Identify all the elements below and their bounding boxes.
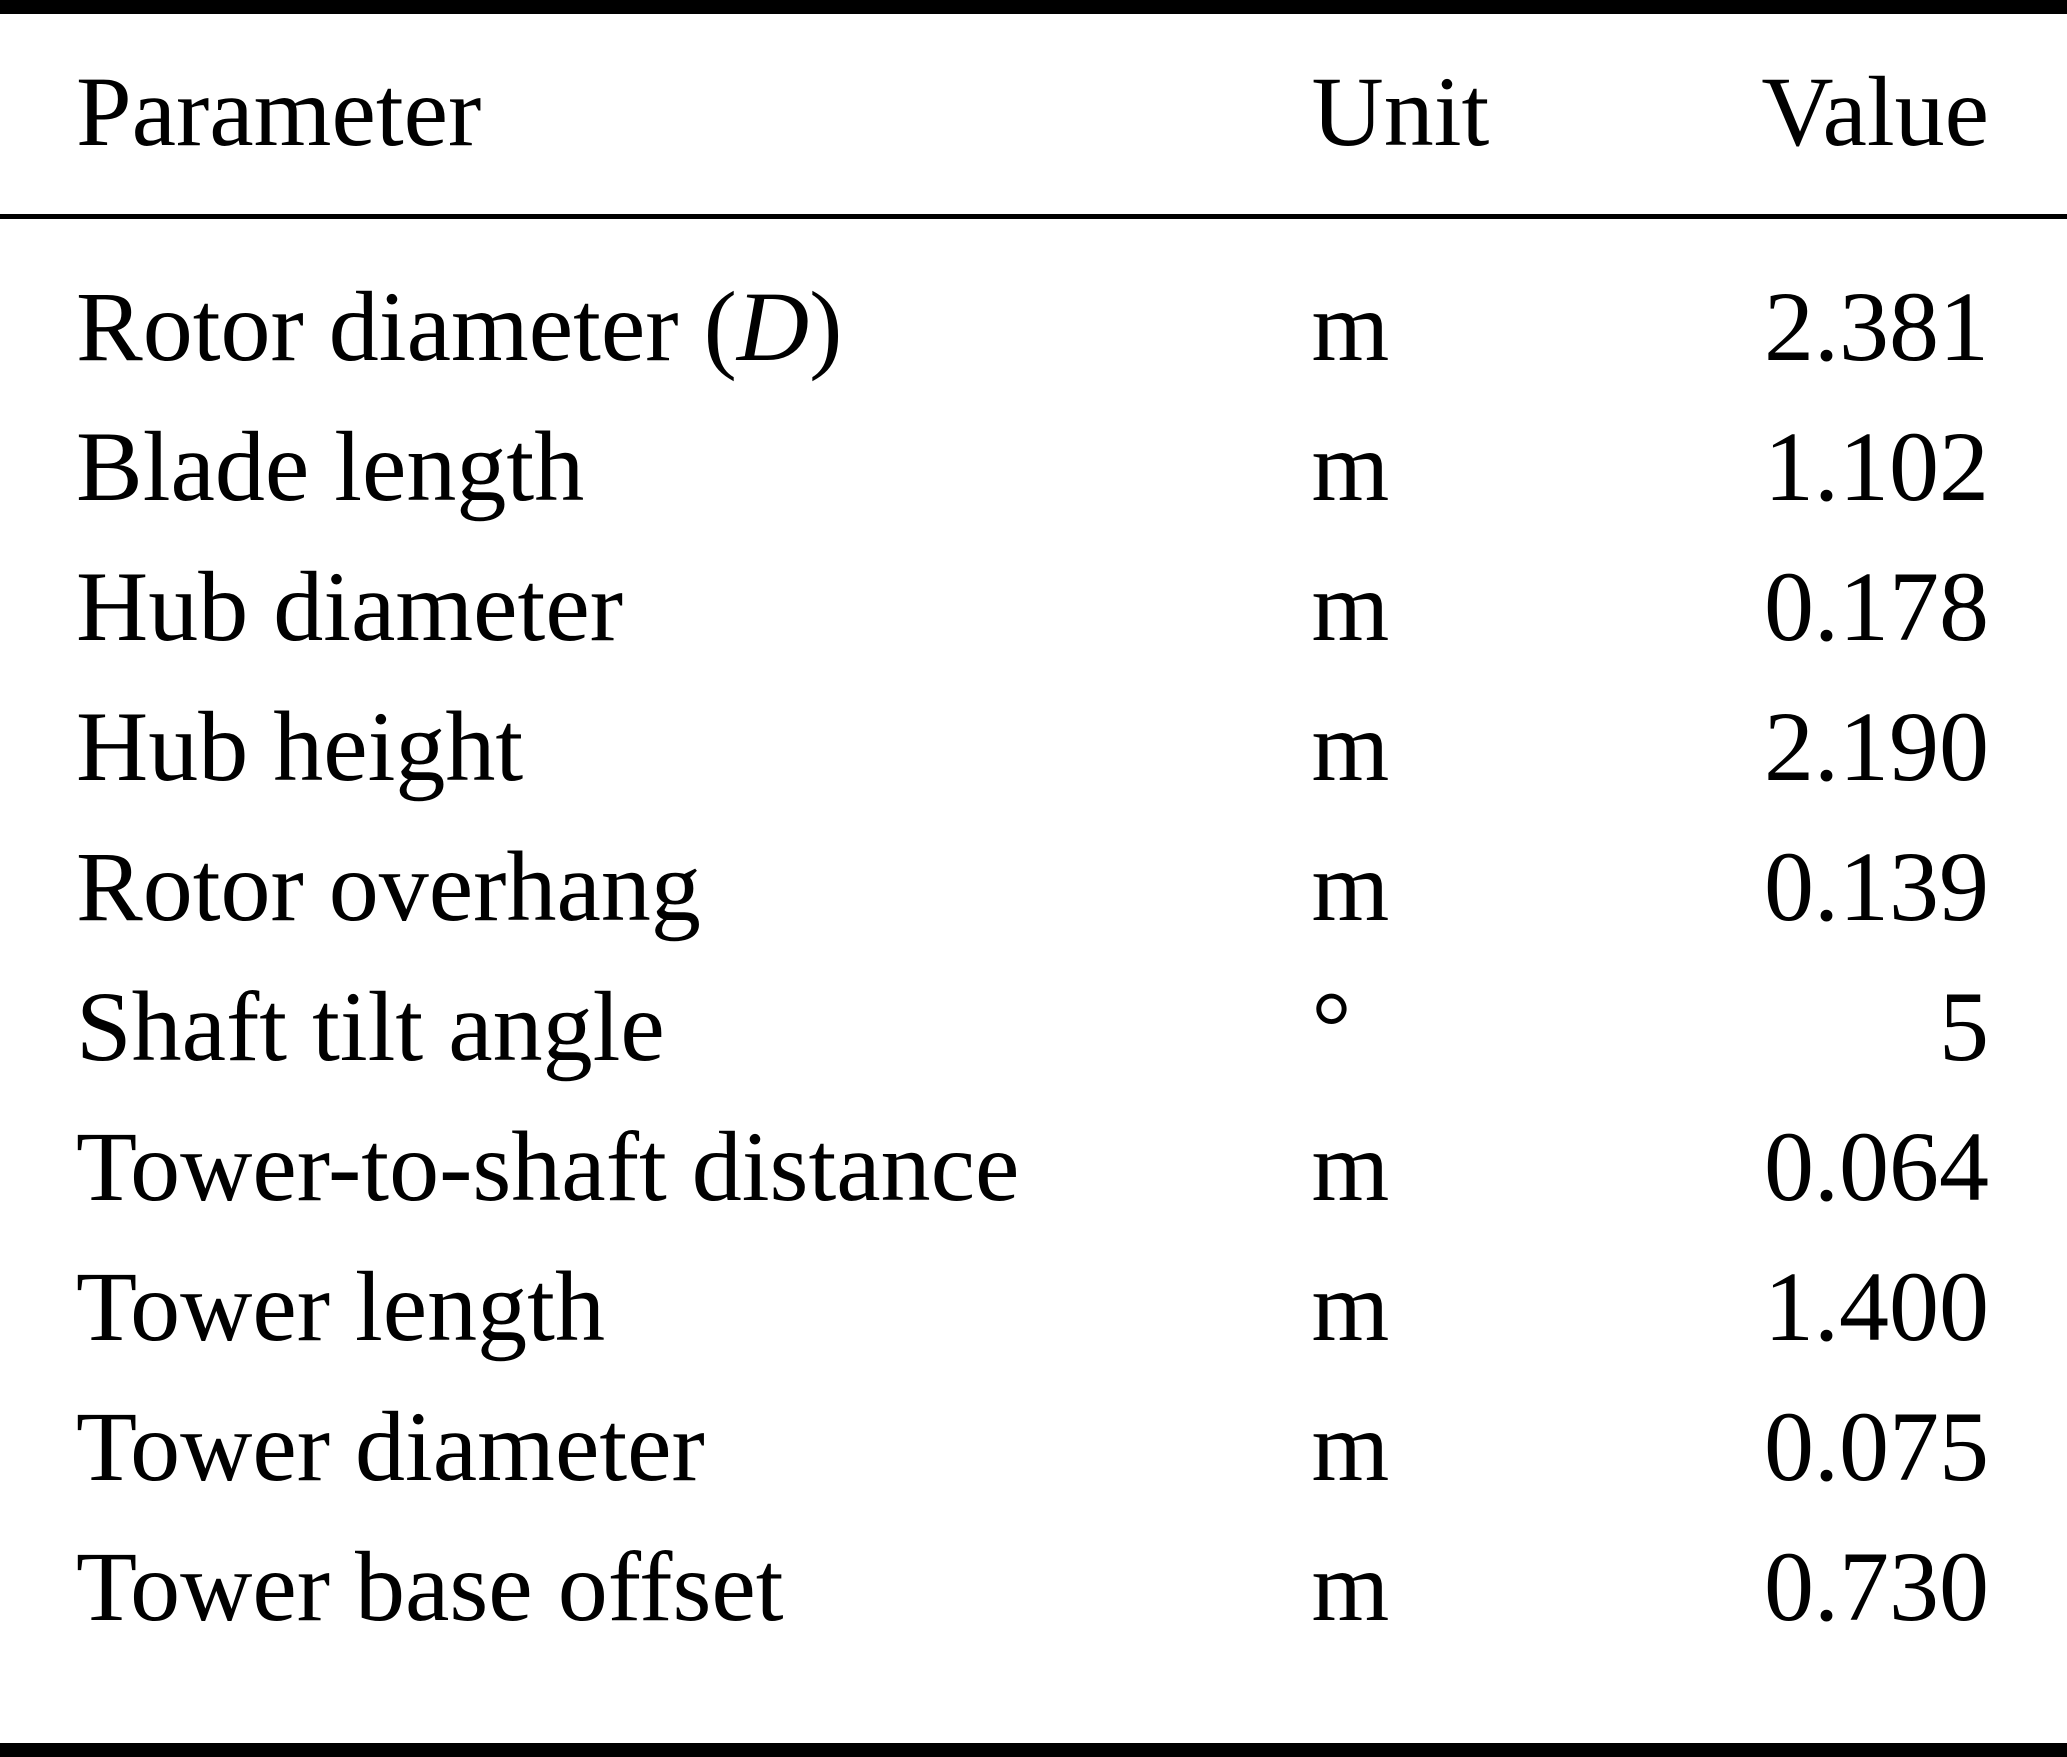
- unit-cell: m: [1311, 411, 1390, 522]
- parameter-cell: Tower base offset: [0, 1517, 1312, 1657]
- value-cell: 1.400: [1764, 1251, 1989, 1362]
- value-cell: 0.139: [1764, 831, 1989, 942]
- parameter-text-segment: Hub height: [76, 691, 524, 802]
- value-cell: 0.730: [1764, 1531, 1989, 1642]
- unit-cell: m: [1311, 1391, 1390, 1502]
- parameter-text-segment: Blade length: [76, 411, 585, 522]
- table-header-row: Parameter Unit Value: [0, 14, 2067, 219]
- value-cell: 0.064: [1764, 1111, 1989, 1222]
- unit-cell: m: [1311, 1531, 1390, 1642]
- value-cell: 5: [1939, 971, 1989, 1082]
- parameter-cell: Rotor diameter (D): [0, 217, 1312, 398]
- parameter-text-segment: Rotor diameter (: [76, 271, 737, 382]
- unit-cell: °: [1311, 971, 1352, 1082]
- table-head: Parameter Unit Value: [0, 14, 2067, 219]
- value-cell: 1.102: [1764, 411, 1989, 522]
- unit-cell: m: [1311, 691, 1390, 802]
- table-row: Tower base offset m 0.730: [0, 1517, 2067, 1657]
- value-cell: 0.178: [1764, 551, 1989, 662]
- table-row: Tower-to-shaft distance m 0.064: [0, 1097, 2067, 1237]
- header-parameter: Parameter: [0, 14, 1312, 219]
- header-unit: Unit: [1311, 14, 1639, 219]
- table-bottom-rule: [0, 1743, 2067, 1757]
- parameter-text-segment: Rotor overhang: [76, 831, 701, 942]
- parameter-text-segment: Tower-to-shaft distance: [76, 1111, 1020, 1222]
- parameter-text-segment: ): [809, 271, 843, 382]
- parameter-cell: Hub diameter: [0, 537, 1312, 677]
- table-row: Hub diameter m 0.178: [0, 537, 2067, 677]
- value-cell: 0.075: [1764, 1391, 1989, 1502]
- parameter-cell: Blade length: [0, 397, 1312, 537]
- header-value: Value: [1638, 14, 2067, 219]
- parameter-text-segment: Shaft tilt angle: [76, 971, 665, 1082]
- parameter-cell: Tower length: [0, 1237, 1312, 1377]
- table-row: Hub height m 2.190: [0, 677, 2067, 817]
- table-row: Tower diameter m 0.075: [0, 1377, 2067, 1517]
- table-top-rule: [0, 0, 2067, 14]
- parameters-table: Parameter Unit Value Rotor diameter (D) m…: [0, 14, 2067, 1657]
- parameter-text-segment: Tower length: [76, 1251, 605, 1362]
- table-body: Rotor diameter (D) m 2.381 Blade length m 1.1…: [0, 217, 2067, 1658]
- unit-cell: m: [1311, 271, 1390, 382]
- unit-cell: m: [1311, 1251, 1390, 1362]
- parameter-cell: Shaft tilt angle: [0, 957, 1312, 1097]
- parameter-text-segment: Hub diameter: [76, 551, 624, 662]
- value-cell: 2.190: [1764, 691, 1989, 802]
- parameter-cell: Hub height: [0, 677, 1312, 817]
- unit-cell: m: [1311, 1111, 1390, 1222]
- table-row: Shaft tilt angle ° 5: [0, 957, 2067, 1097]
- parameter-text-segment: Tower base offset: [76, 1531, 784, 1642]
- table-row: Rotor overhang m 0.139: [0, 817, 2067, 957]
- parameter-cell: Tower diameter: [0, 1377, 1312, 1517]
- unit-cell: m: [1311, 551, 1390, 662]
- parameter-text-segment: D: [736, 271, 810, 382]
- parameter-text-segment: Tower diameter: [76, 1391, 705, 1502]
- parameter-cell: Tower-to-shaft distance: [0, 1097, 1312, 1237]
- table-row: Blade length m 1.102: [0, 397, 2067, 537]
- table-row: Tower length m 1.400: [0, 1237, 2067, 1377]
- parameter-cell: Rotor overhang: [0, 817, 1312, 957]
- table-row: Rotor diameter (D) m 2.381: [0, 217, 2067, 398]
- unit-cell: m: [1311, 831, 1390, 942]
- value-cell: 2.381: [1764, 271, 1989, 382]
